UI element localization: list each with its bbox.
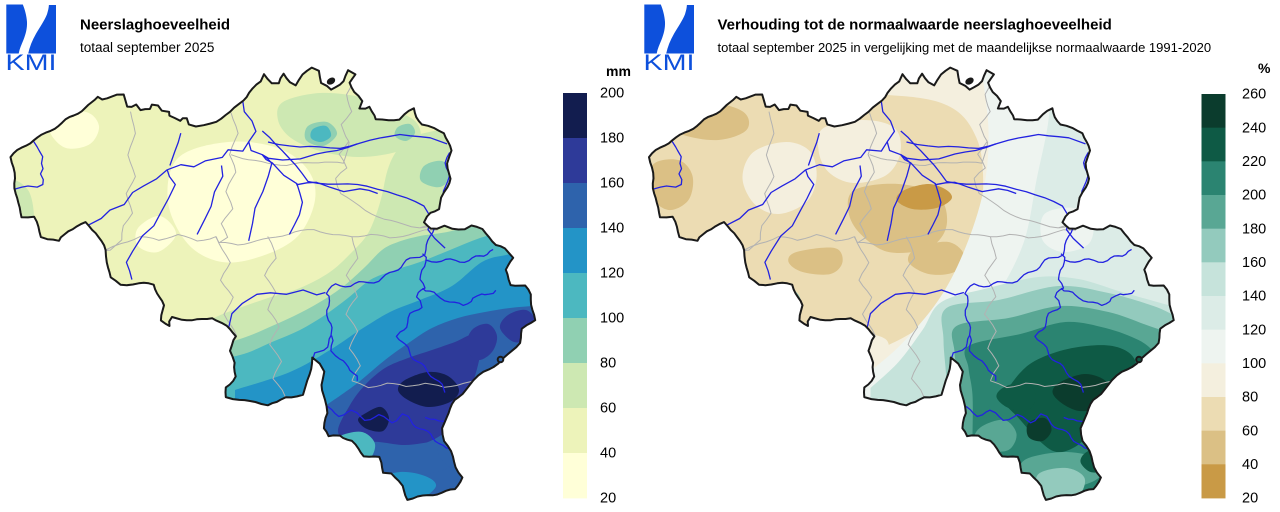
svg-text:%: % bbox=[1258, 60, 1271, 76]
svg-text:140: 140 bbox=[600, 221, 624, 237]
svg-text:180: 180 bbox=[1242, 221, 1266, 237]
svg-text:200: 200 bbox=[600, 86, 624, 102]
svg-text:60: 60 bbox=[600, 401, 616, 417]
svg-text:Verhouding tot de normaalwaard: Verhouding tot de normaalwaarde neerslag… bbox=[718, 17, 1112, 34]
svg-text:120: 120 bbox=[1242, 322, 1266, 338]
svg-text:KMI: KMI bbox=[644, 50, 695, 75]
svg-text:100: 100 bbox=[1242, 356, 1266, 372]
svg-text:260: 260 bbox=[1242, 87, 1266, 103]
svg-text:40: 40 bbox=[1242, 457, 1258, 473]
svg-text:160: 160 bbox=[1242, 255, 1266, 271]
svg-text:20: 20 bbox=[600, 491, 616, 507]
svg-text:mm: mm bbox=[606, 63, 631, 79]
svg-text:160: 160 bbox=[600, 176, 624, 192]
svg-text:200: 200 bbox=[1242, 188, 1266, 204]
svg-text:totaal september 2025: totaal september 2025 bbox=[80, 40, 214, 55]
svg-text:40: 40 bbox=[600, 446, 616, 462]
svg-text:60: 60 bbox=[1242, 423, 1258, 439]
svg-text:totaal september 2025 in verge: totaal september 2025 in vergelijking me… bbox=[718, 40, 1212, 55]
svg-text:180: 180 bbox=[600, 131, 624, 147]
svg-text:KMI: KMI bbox=[6, 50, 57, 75]
svg-text:80: 80 bbox=[1242, 390, 1258, 406]
svg-text:20: 20 bbox=[1242, 491, 1258, 507]
svg-text:100: 100 bbox=[600, 311, 624, 327]
svg-text:80: 80 bbox=[600, 356, 616, 372]
svg-text:140: 140 bbox=[1242, 289, 1266, 305]
svg-text:120: 120 bbox=[600, 266, 624, 282]
svg-text:Neerslaghoeveelheid: Neerslaghoeveelheid bbox=[80, 17, 230, 34]
svg-text:240: 240 bbox=[1242, 120, 1266, 136]
svg-text:220: 220 bbox=[1242, 154, 1266, 170]
